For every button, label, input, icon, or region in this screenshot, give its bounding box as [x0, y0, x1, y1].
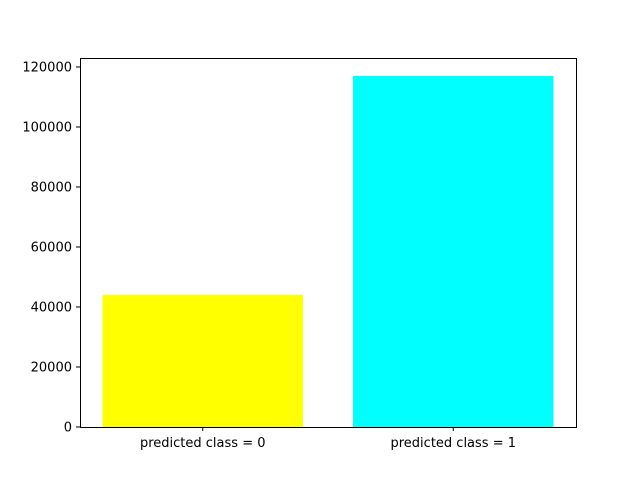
y-tick-label: 60000 — [31, 241, 72, 256]
y-tick-label: 20000 — [31, 361, 72, 376]
x-tick-label: predicted class = 0 — [140, 436, 266, 451]
y-tick-label: 100000 — [22, 121, 72, 136]
bars-group — [102, 76, 554, 427]
y-axis: 0 20000 40000 60000 80000 100000 120000 — [22, 61, 80, 436]
x-axis: predicted class = 0 predicted class = 1 — [140, 427, 516, 451]
bar-0 — [102, 295, 303, 427]
x-tick-label: predicted class = 1 — [391, 436, 517, 451]
plot-frame — [80, 58, 577, 428]
bar-1 — [353, 76, 554, 427]
y-tick-label: 120000 — [22, 61, 72, 76]
y-tick-label: 40000 — [31, 301, 72, 316]
y-tick-label: 0 — [64, 421, 72, 436]
y-tick-label: 80000 — [31, 181, 72, 196]
